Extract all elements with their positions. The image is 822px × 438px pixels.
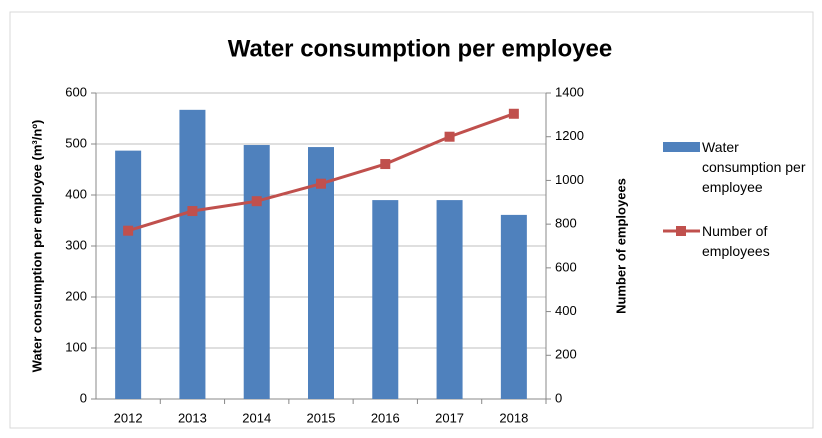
- line-marker: [508, 108, 519, 119]
- y-axis-title: Water consumption per employee (m³/nº): [29, 120, 44, 373]
- line-marker: [251, 196, 262, 207]
- y2-tick-label: 400: [555, 303, 577, 318]
- y2-tick-label: 600: [555, 259, 577, 274]
- y-tick-label: 300: [65, 237, 87, 252]
- y-tick-label: 200: [65, 288, 87, 303]
- x-tick-label: 2013: [178, 410, 207, 425]
- x-tick-label: 2015: [307, 410, 336, 425]
- line-marker: [316, 178, 326, 189]
- line-marker: [444, 131, 455, 142]
- line-marker: [123, 225, 134, 236]
- bar: [500, 214, 527, 399]
- y2-tick-label: 1000: [555, 172, 584, 187]
- y-tick-label: 100: [65, 339, 87, 354]
- y-tick-label: 600: [65, 84, 87, 99]
- legend-swatch: [663, 142, 700, 152]
- y2-tick-label: 200: [555, 347, 577, 362]
- bar: [372, 200, 399, 399]
- line-marker: [187, 206, 198, 217]
- y2-tick-label: 800: [555, 216, 577, 231]
- y2-axis-title: Number of employees: [613, 178, 628, 314]
- legend-label: Number of employees: [702, 223, 770, 259]
- chart-title: Water consumption per employee: [228, 35, 613, 62]
- x-tick-label: 2017: [435, 410, 464, 425]
- legend-label: Water consumption per employee: [702, 139, 806, 195]
- y-tick-label: 400: [65, 186, 87, 201]
- legend-swatch: [676, 226, 686, 236]
- bar: [179, 109, 206, 399]
- y-tick-label: 500: [65, 135, 87, 150]
- x-tick-label: 2014: [242, 410, 271, 425]
- bar: [115, 150, 142, 399]
- bar: [308, 147, 334, 399]
- bar: [243, 145, 270, 399]
- y-tick-label: 0: [80, 390, 87, 405]
- bar: [436, 200, 463, 399]
- x-tick-label: 2012: [114, 410, 143, 425]
- x-tick-label: 2016: [371, 410, 400, 425]
- y2-tick-label: 1200: [555, 128, 584, 143]
- y2-tick-label: 0: [555, 390, 562, 405]
- line-marker: [380, 159, 391, 170]
- x-tick-label: 2018: [499, 410, 528, 425]
- chart-frame: [9, 11, 814, 429]
- y2-tick-label: 1400: [555, 84, 584, 99]
